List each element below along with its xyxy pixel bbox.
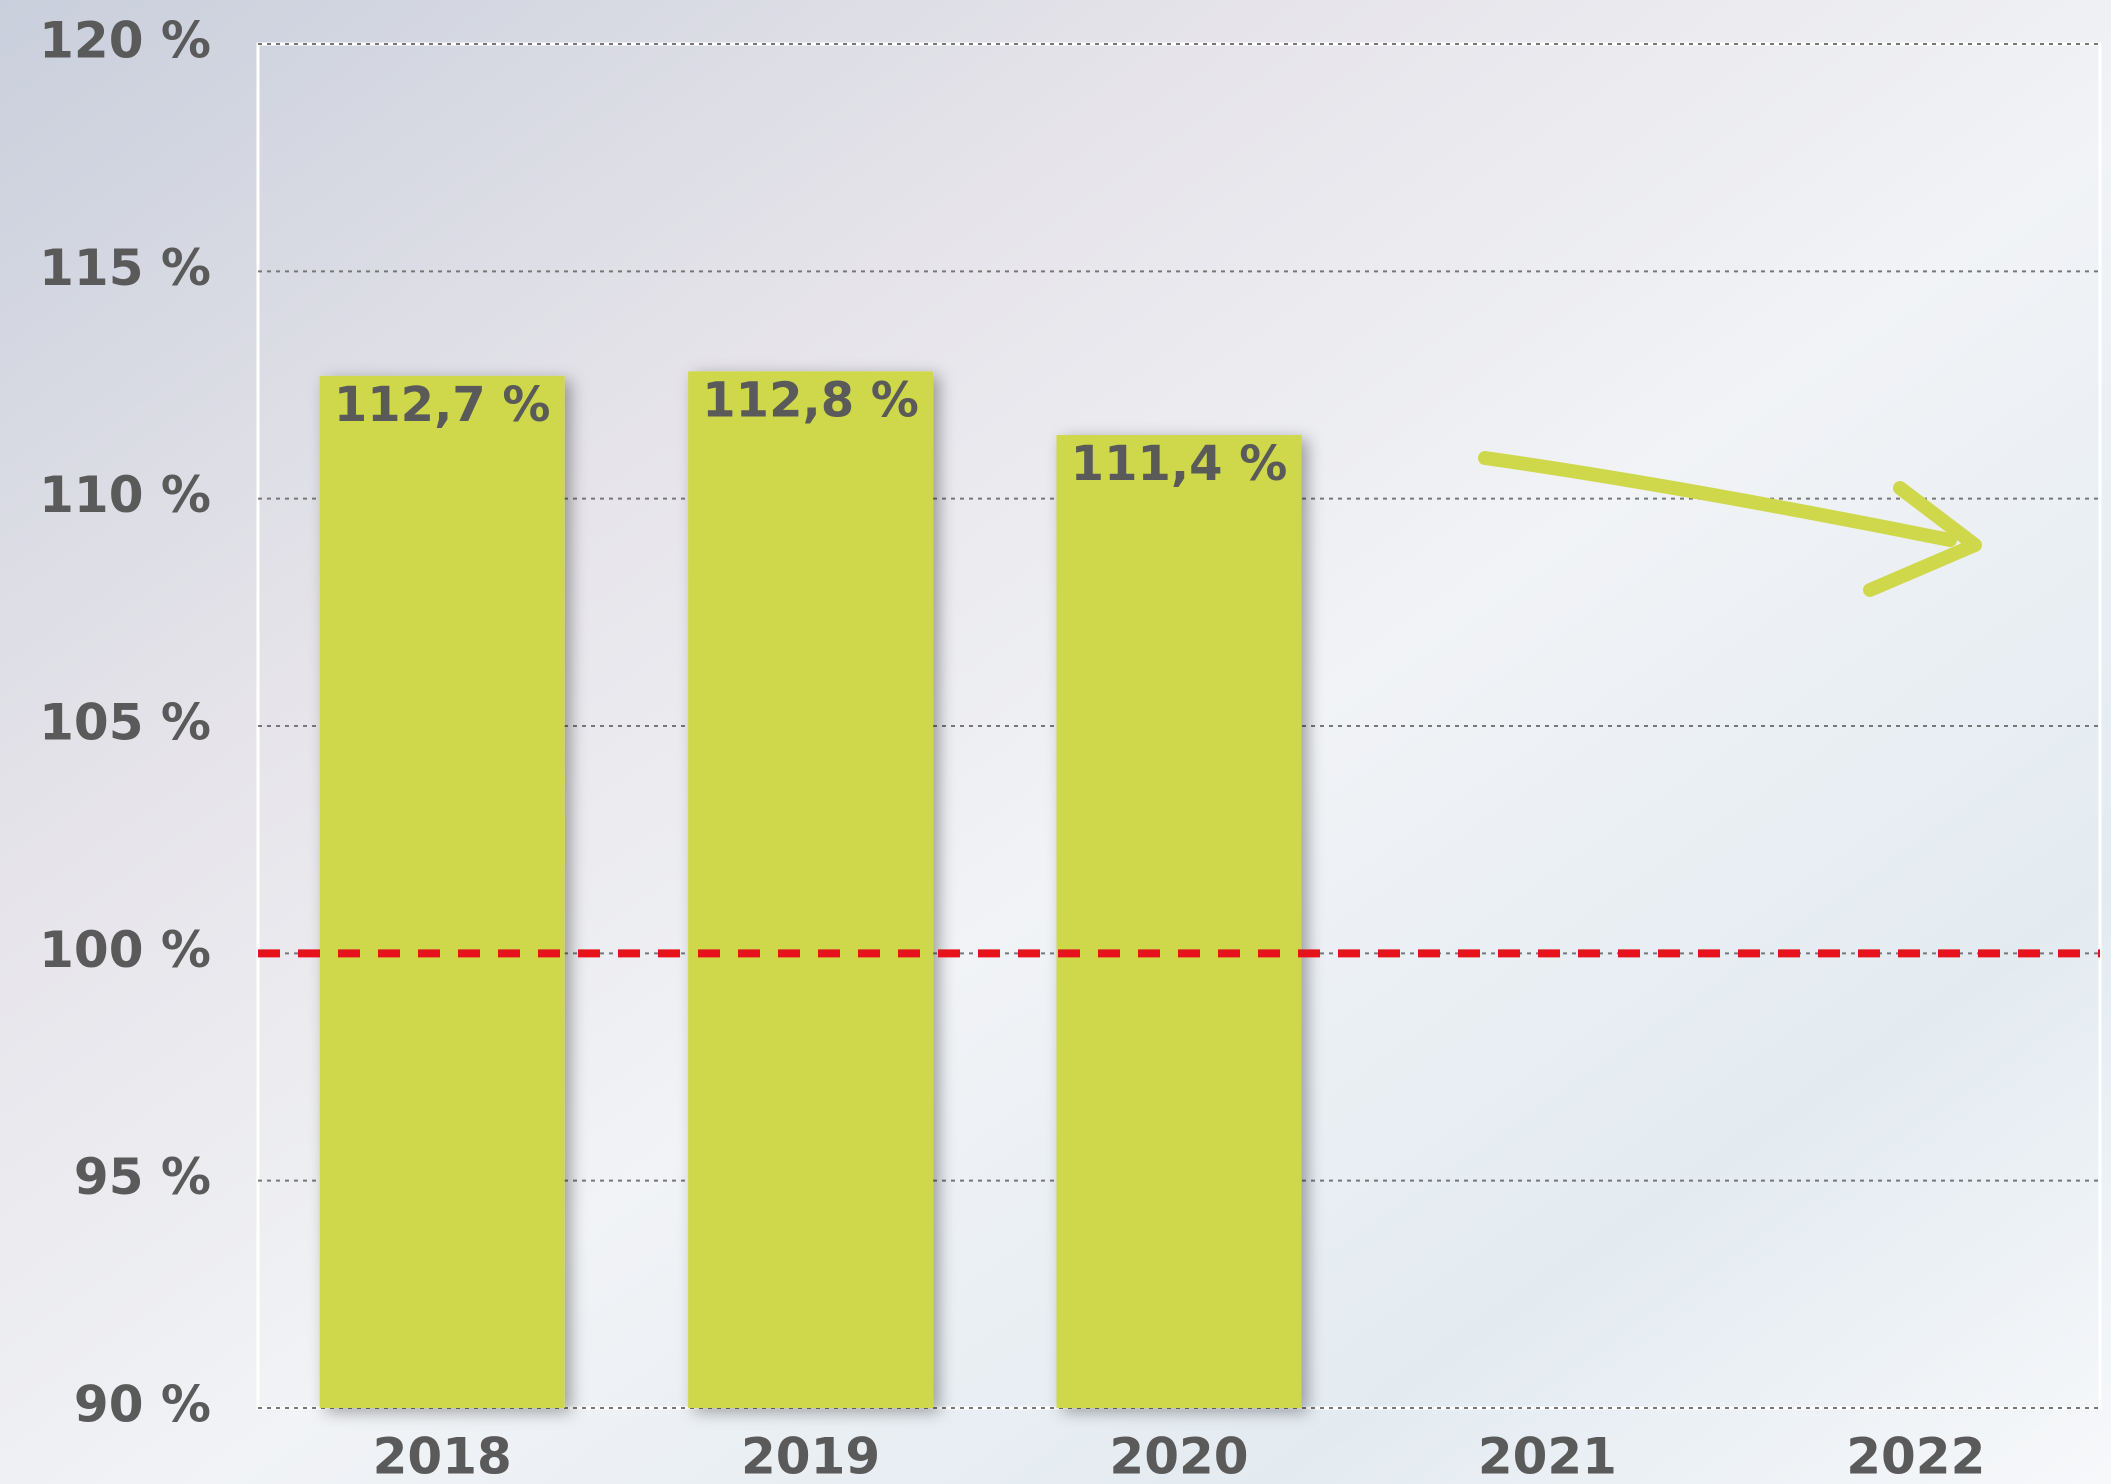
y-tick-label: 100 % (39, 921, 211, 979)
x-tick-label: 2019 (741, 1428, 880, 1484)
y-tick-label: 90 % (74, 1376, 211, 1434)
trend-arrow (1478, 451, 1957, 547)
bar (1056, 435, 1302, 1409)
x-tick-label: 2020 (1109, 1428, 1248, 1484)
value-label: 111,4 % (1071, 436, 1288, 492)
bar (688, 371, 934, 1408)
y-tick-label: 95 % (74, 1148, 211, 1206)
value-label: 112,8 % (702, 372, 919, 428)
y-tick-label: 110 % (39, 466, 211, 524)
y-tick-label: 105 % (39, 694, 211, 752)
bar (319, 375, 565, 1408)
x-tick-label: 2018 (373, 1428, 512, 1484)
y-tick-label: 120 % (39, 12, 211, 70)
x-tick-label: 2021 (1478, 1428, 1617, 1484)
value-label: 112,7 % (334, 377, 551, 433)
y-tick-label: 115 % (39, 239, 211, 297)
trend-arrow-head (1863, 481, 1982, 597)
x-tick-label: 2022 (1846, 1428, 1985, 1484)
